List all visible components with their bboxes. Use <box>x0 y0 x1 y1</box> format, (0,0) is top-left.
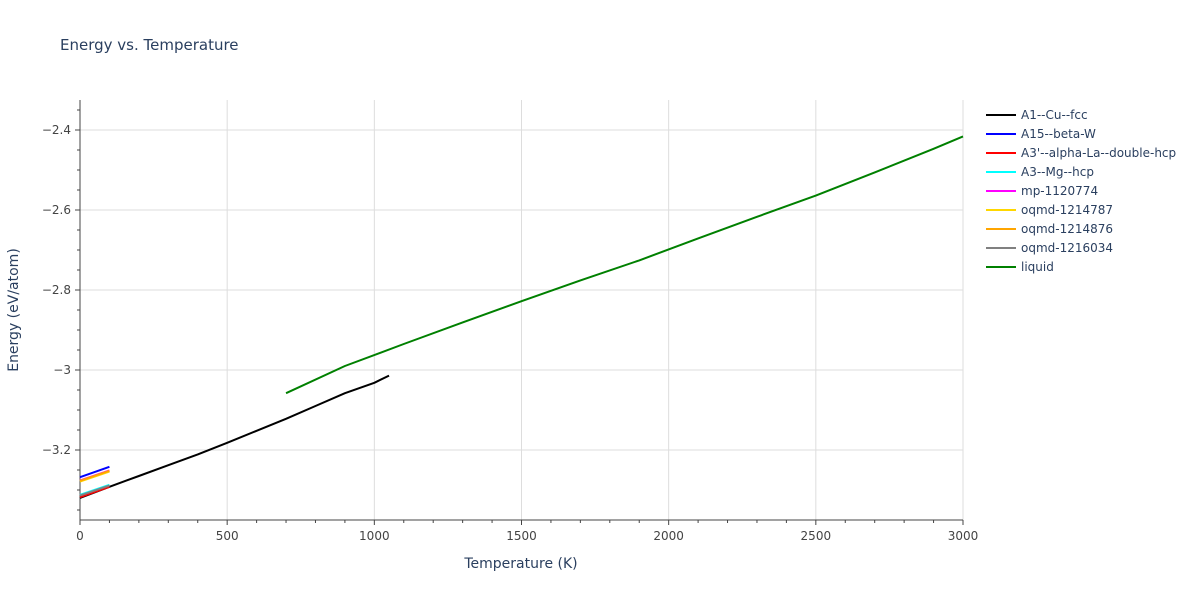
series-line-oqmd-1216034 <box>79 484 110 497</box>
x-tick-label: 2000 <box>653 529 684 543</box>
y-tick-label: −2.6 <box>42 203 71 217</box>
x-tick-label: 500 <box>216 529 239 543</box>
y-tick-label: −3 <box>53 363 71 377</box>
legend-label: A3--Mg--hcp <box>1021 165 1094 179</box>
x-axis-title: Temperature (K) <box>463 556 577 572</box>
series-line-a3-alpha-la-double-hcp <box>79 485 110 499</box>
legend-item[interactable]: liquid <box>986 260 1054 274</box>
legend-item[interactable]: oqmd-1216034 <box>986 241 1113 255</box>
legend-label: mp-1120774 <box>1021 184 1098 198</box>
x-tick-label: 1000 <box>359 529 390 543</box>
legend-label: oqmd-1216034 <box>1021 241 1113 255</box>
series-line-oqmd-1214876 <box>79 469 110 482</box>
x-tick-label: 3000 <box>948 529 979 543</box>
y-tick-label: −3.2 <box>42 443 71 457</box>
series-lines <box>79 135 964 499</box>
legend-item[interactable]: oqmd-1214787 <box>986 203 1113 217</box>
x-tick-label: 2500 <box>801 529 832 543</box>
series-line-a1-cu-fcc <box>79 374 390 499</box>
legend-item[interactable]: oqmd-1214876 <box>986 222 1113 236</box>
x-tick-label: 0 <box>76 529 84 543</box>
legend-label: oqmd-1214787 <box>1021 203 1113 217</box>
y-axis-title: Energy (eV/atom) <box>6 248 22 372</box>
legend-label: A1--Cu--fcc <box>1021 108 1088 122</box>
legend-item[interactable]: mp-1120774 <box>986 184 1098 198</box>
legend-label: A3'--alpha-La--double-hcp <box>1021 146 1176 160</box>
axes: 0 500 1000 1500 2000 2500 3000 −3.2 −3 −2.8 −2.6 −2… <box>42 100 978 543</box>
legend-label: oqmd-1214876 <box>1021 222 1113 236</box>
legend-item[interactable]: A15--beta-W <box>986 127 1096 141</box>
series-line-a15-beta-w <box>79 465 110 479</box>
chart-title: Energy vs. Temperature <box>60 36 239 54</box>
legend-item[interactable]: A1--Cu--fcc <box>986 108 1088 122</box>
x-tick-label: 1500 <box>506 529 537 543</box>
legend-label: A15--beta-W <box>1021 127 1096 141</box>
legend[interactable]: A1--Cu--fcc A15--beta-W A3'--alpha-La--dou… <box>986 108 1176 274</box>
y-tick-label: −2.8 <box>42 283 71 297</box>
grid <box>80 100 964 520</box>
legend-item[interactable]: A3--Mg--hcp <box>986 165 1094 179</box>
y-tick-label: −2.4 <box>42 123 71 137</box>
legend-label: liquid <box>1021 260 1054 274</box>
legend-item[interactable]: A3'--alpha-La--double-hcp <box>986 146 1176 160</box>
series-line-liquid <box>285 135 964 395</box>
